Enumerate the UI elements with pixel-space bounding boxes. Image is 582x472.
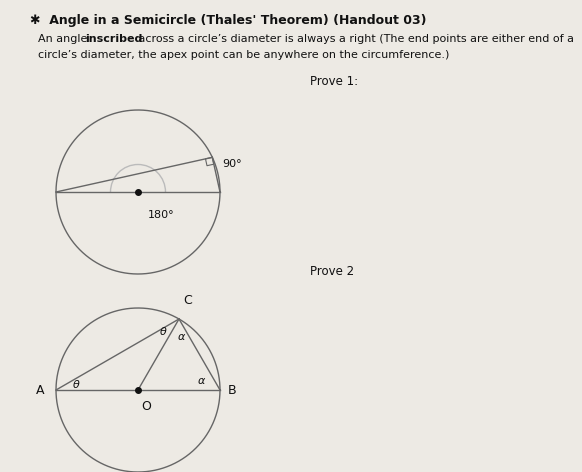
Text: C: C: [183, 294, 191, 307]
Text: inscribed: inscribed: [85, 34, 143, 44]
Text: Prove 2: Prove 2: [310, 265, 354, 278]
Text: across a circle’s diameter is always a right (The end points are either end of a: across a circle’s diameter is always a r…: [135, 34, 574, 44]
Text: θ: θ: [160, 327, 166, 337]
Text: A: A: [36, 383, 44, 396]
Text: An angle: An angle: [38, 34, 91, 44]
Text: circle’s diameter, the apex point can be anywhere on the circumference.): circle’s diameter, the apex point can be…: [38, 50, 449, 60]
Text: θ: θ: [73, 380, 80, 390]
Text: B: B: [228, 383, 237, 396]
Text: Prove 1:: Prove 1:: [310, 75, 358, 88]
Text: α: α: [198, 376, 205, 386]
Text: α: α: [178, 332, 184, 342]
Text: 180°: 180°: [148, 210, 175, 220]
Text: ✱  Angle in a Semicircle (Thales' Theorem) (Handout 03): ✱ Angle in a Semicircle (Thales' Theorem…: [30, 14, 427, 27]
Text: O: O: [141, 400, 151, 413]
Text: 90°: 90°: [222, 160, 242, 169]
